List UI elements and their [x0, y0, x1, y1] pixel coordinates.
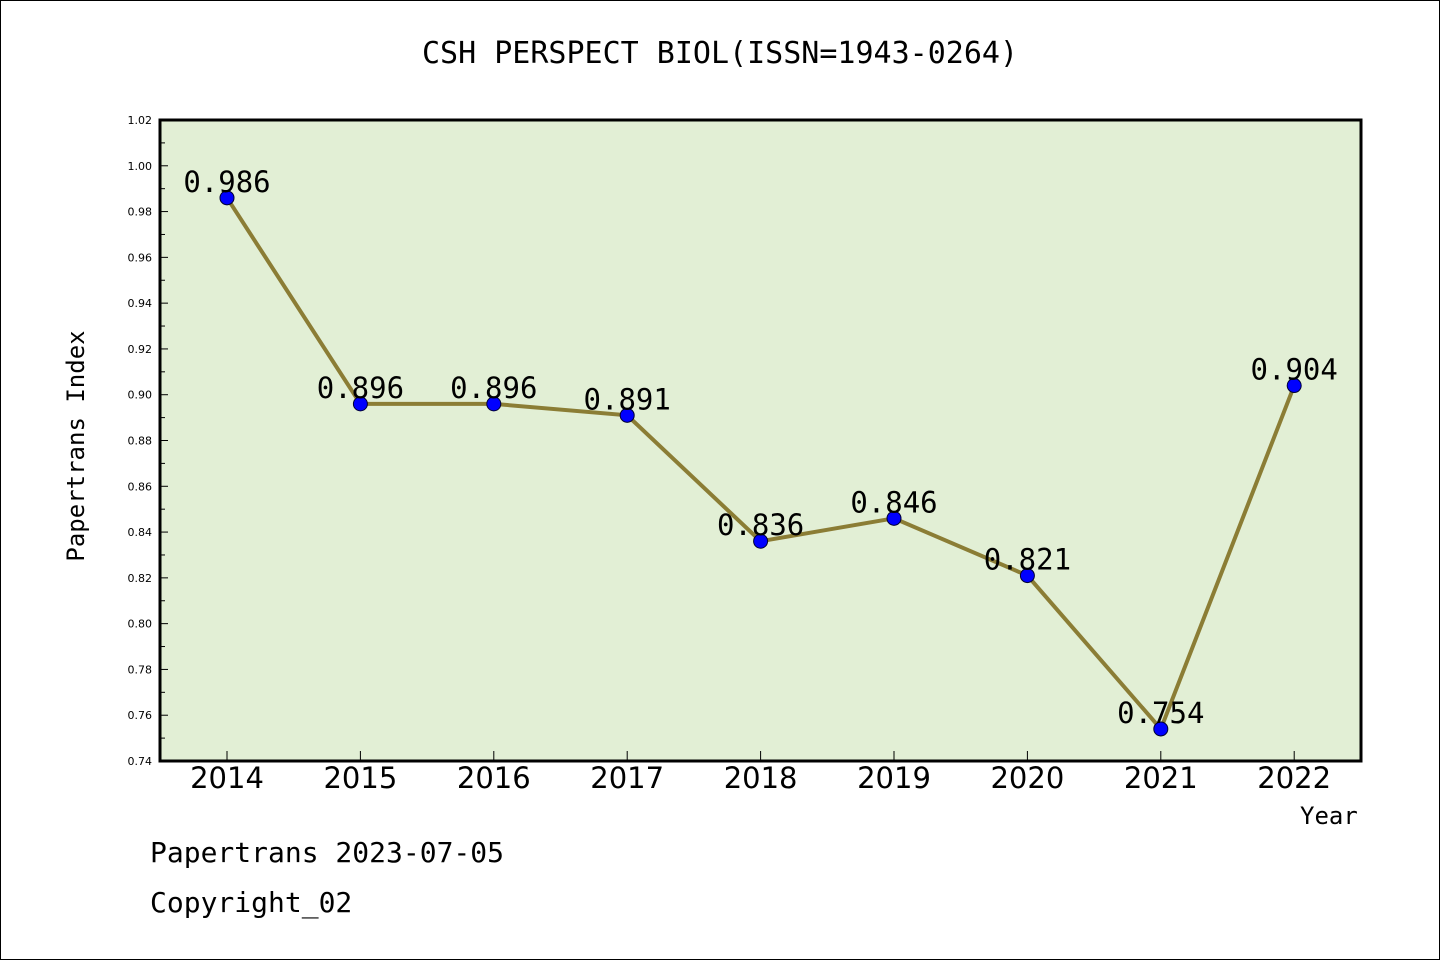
data-point [486, 396, 502, 412]
data-point [1286, 378, 1302, 394]
plot-area [160, 120, 1361, 761]
footer-copyright: Copyright_02 [150, 886, 353, 919]
x-tick-label: 2019 [857, 761, 931, 795]
x-tick-label: 2014 [190, 761, 264, 795]
y-tick-label: 0.80 [128, 618, 153, 631]
data-labels: 0.986 0.896 0.896 0.891 0.836 0.846 0.821 0.754… [183, 165, 1338, 730]
y-tick-label: 0.90 [128, 389, 153, 402]
data-label: 0.821 [984, 543, 1071, 577]
y-tick-label: 1.00 [128, 160, 153, 173]
data-point [619, 407, 635, 423]
y-tick-label: 0.74 [128, 755, 153, 768]
y-tick-label: 0.78 [128, 663, 153, 676]
data-point [886, 510, 902, 526]
data-label: 0.891 [584, 382, 671, 416]
data-label: 0.754 [1117, 696, 1204, 730]
footer-date: Papertrans 2023-07-05 [150, 836, 505, 869]
y-tick-label: 0.82 [128, 572, 153, 585]
x-tick-label: 2018 [724, 761, 798, 795]
data-label: 0.846 [850, 485, 937, 519]
y-tick-label: 0.88 [128, 435, 153, 448]
y-tick-label: 1.02 [128, 114, 153, 127]
y-axis: 0.74 0.76 0.78 0.80 0.82 0.84 0.86 0.88 0.90 0.92… [128, 114, 168, 768]
y-tick-label: 0.86 [128, 480, 153, 493]
data-label: 0.896 [450, 371, 537, 405]
data-label: 0.904 [1251, 353, 1338, 387]
data-point [1153, 721, 1169, 737]
data-point [352, 396, 368, 412]
x-tick-label: 2016 [457, 761, 531, 795]
y-tick-label: 0.92 [128, 343, 153, 356]
plot-border [158, 118, 1363, 763]
data-point [219, 190, 235, 206]
data-label: 0.896 [317, 371, 404, 405]
y-tick-label: 0.96 [128, 251, 153, 264]
y-tick-label: 0.98 [128, 206, 153, 219]
x-axis: 2014 2015 2016 2017 2018 2019 2020 2021 2022 [190, 751, 1331, 795]
chart-title: CSH PERSPECT BIOL(ISSN=1943-0264) [421, 36, 1019, 71]
x-tick-label: 2022 [1257, 761, 1331, 795]
data-markers [219, 190, 1302, 737]
x-tick-label: 2017 [590, 761, 664, 795]
data-label: 0.836 [717, 508, 804, 542]
x-tick-label: 2020 [990, 761, 1064, 795]
data-point [1019, 568, 1035, 584]
x-tick-label: 2015 [323, 761, 397, 795]
y-tick-label: 0.76 [128, 709, 153, 722]
data-point [753, 533, 769, 549]
x-tick-label: 2021 [1124, 761, 1198, 795]
x-axis-label: Year [1300, 802, 1358, 830]
y-tick-label: 0.84 [128, 526, 153, 539]
data-label: 0.986 [183, 165, 270, 199]
y-tick-label: 0.94 [128, 297, 153, 310]
